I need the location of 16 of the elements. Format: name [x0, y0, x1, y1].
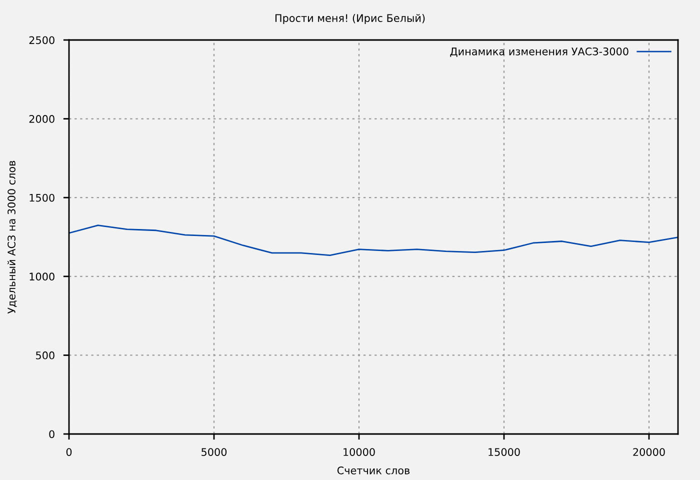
x-tick-label: 0: [66, 448, 72, 456]
y-axis-title: Удельный АСЗ на 3000 слов: [7, 160, 17, 314]
x-tick-label: 5000: [202, 448, 227, 456]
y-tick-label: 2000: [29, 115, 54, 123]
x-axis-title: Счетчик слов: [337, 466, 410, 474]
chart-title: Прости меня! (Ирис Белый): [275, 14, 425, 24]
y-tick-label: 2500: [29, 36, 54, 44]
line-series: [69, 224, 678, 256]
y-tick-label: 500: [36, 351, 54, 360]
x-tick-label: 10000: [344, 448, 375, 456]
y-tick-label: 1500: [30, 194, 54, 202]
legend-label: Динамика изменения УАСЗ-3000: [450, 47, 628, 57]
x-tick-label: 20000: [633, 448, 665, 456]
y-tick-label: 0: [49, 430, 54, 438]
x-tick-label: 15000: [488, 448, 520, 456]
y-tick-label: 1000: [30, 272, 54, 281]
